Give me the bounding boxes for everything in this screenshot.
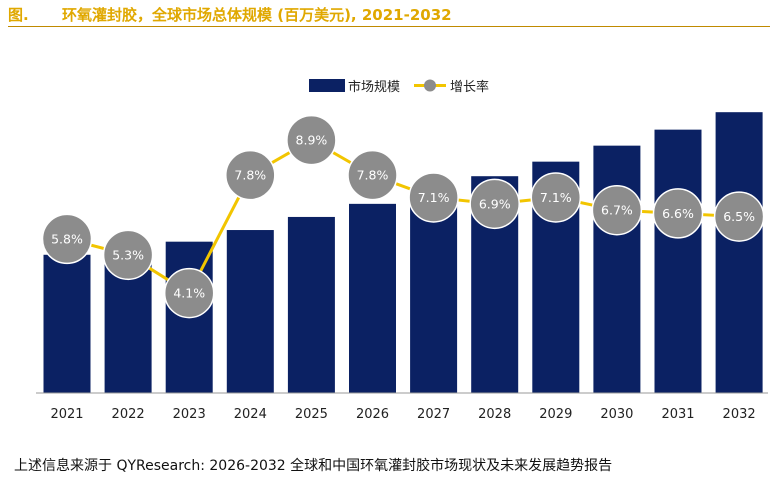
x-tick-label-2026: 2026 [356, 407, 389, 422]
x-tick-label-2028: 2028 [478, 407, 511, 422]
figure-title-text: 环氧灌封胶，全球市场总体规模 (百万美元), 2021-2032 [62, 6, 452, 24]
bar-2026 [349, 203, 396, 393]
x-tick-label-2030: 2030 [600, 407, 633, 422]
source-note: 上述信息来源于 QYResearch: 2026-2032 全球和中国环氧灌封胶… [14, 458, 613, 474]
x-tick-label-2025: 2025 [295, 407, 328, 422]
x-tick-label-2027: 2027 [417, 407, 450, 422]
bar-2030 [593, 145, 641, 393]
growth-label-2031: 6.6% [662, 206, 694, 221]
growth-marker-2029 [530, 172, 582, 223]
growth-marker-2027 [408, 172, 459, 223]
growth-label-2026: 7.8% [357, 168, 389, 183]
growth-label-2030: 6.7% [601, 203, 633, 218]
bar-2025 [287, 216, 335, 393]
growth-label-2025: 8.9% [296, 133, 328, 148]
growth-marker-2030 [591, 184, 643, 236]
growth-line-series: 5.8% 5.3% 4.1% 7.8% 8.9% 7.8% 7.1% 6.9% 7.1% 6.7%… [41, 114, 765, 319]
title-divider [8, 26, 770, 27]
growth-marker-2023 [163, 267, 215, 319]
growth-marker-2021 [41, 213, 93, 265]
figure-prefix: 图. [8, 6, 29, 24]
legend-swatch-bar [309, 79, 345, 92]
legend: 市场规模 增长率 [309, 79, 489, 95]
bar-2032 [715, 112, 763, 393]
growth-label-2022: 5.3% [112, 247, 144, 262]
bar-2021 [43, 254, 91, 393]
legend-label-market-size: 市场规模 [348, 79, 400, 95]
growth-marker-2026 [347, 149, 398, 201]
x-tick-label-2031: 2031 [661, 407, 694, 422]
growth-marker-2031 [652, 188, 704, 239]
chart-title: 图. 环氧灌封胶，全球市场总体规模 (百万美元), 2021-2032 [8, 4, 452, 25]
x-tick-label-2024: 2024 [234, 407, 267, 422]
chart-canvas: 2021 2022 2023 2024 2025 2026 2027 2028 2029 2030… [36, 79, 768, 422]
x-axis-tick-labels: 2021 2022 2023 2024 2025 2026 2027 2028 2029 2030… [50, 407, 755, 422]
growth-label-2024: 7.8% [234, 168, 266, 183]
growth-label-2032: 6.5% [723, 209, 755, 224]
growth-label-2028: 6.9% [479, 196, 511, 211]
growth-label-2021: 5.8% [51, 231, 83, 246]
growth-marker-2028 [469, 178, 520, 230]
x-tick-label-2032: 2032 [723, 407, 756, 422]
growth-marker-2032 [713, 191, 765, 242]
growth-marker-2025 [286, 114, 337, 166]
x-tick-label-2022: 2022 [112, 407, 145, 422]
bar-2024 [226, 230, 274, 393]
growth-marker-2024 [225, 149, 276, 201]
growth-marker-2022 [102, 229, 154, 281]
x-tick-label-2029: 2029 [539, 407, 572, 422]
x-tick-label-2021: 2021 [50, 407, 83, 422]
legend-label-growth-rate: 增长率 [450, 79, 489, 95]
legend-swatch-marker [424, 79, 436, 92]
growth-label-2027: 7.1% [418, 190, 450, 205]
bar-2027 [410, 190, 458, 393]
growth-label-2023: 4.1% [173, 286, 205, 301]
x-tick-label-2023: 2023 [173, 407, 206, 422]
growth-label-2029: 7.1% [540, 190, 572, 205]
bar-2031 [654, 129, 702, 393]
